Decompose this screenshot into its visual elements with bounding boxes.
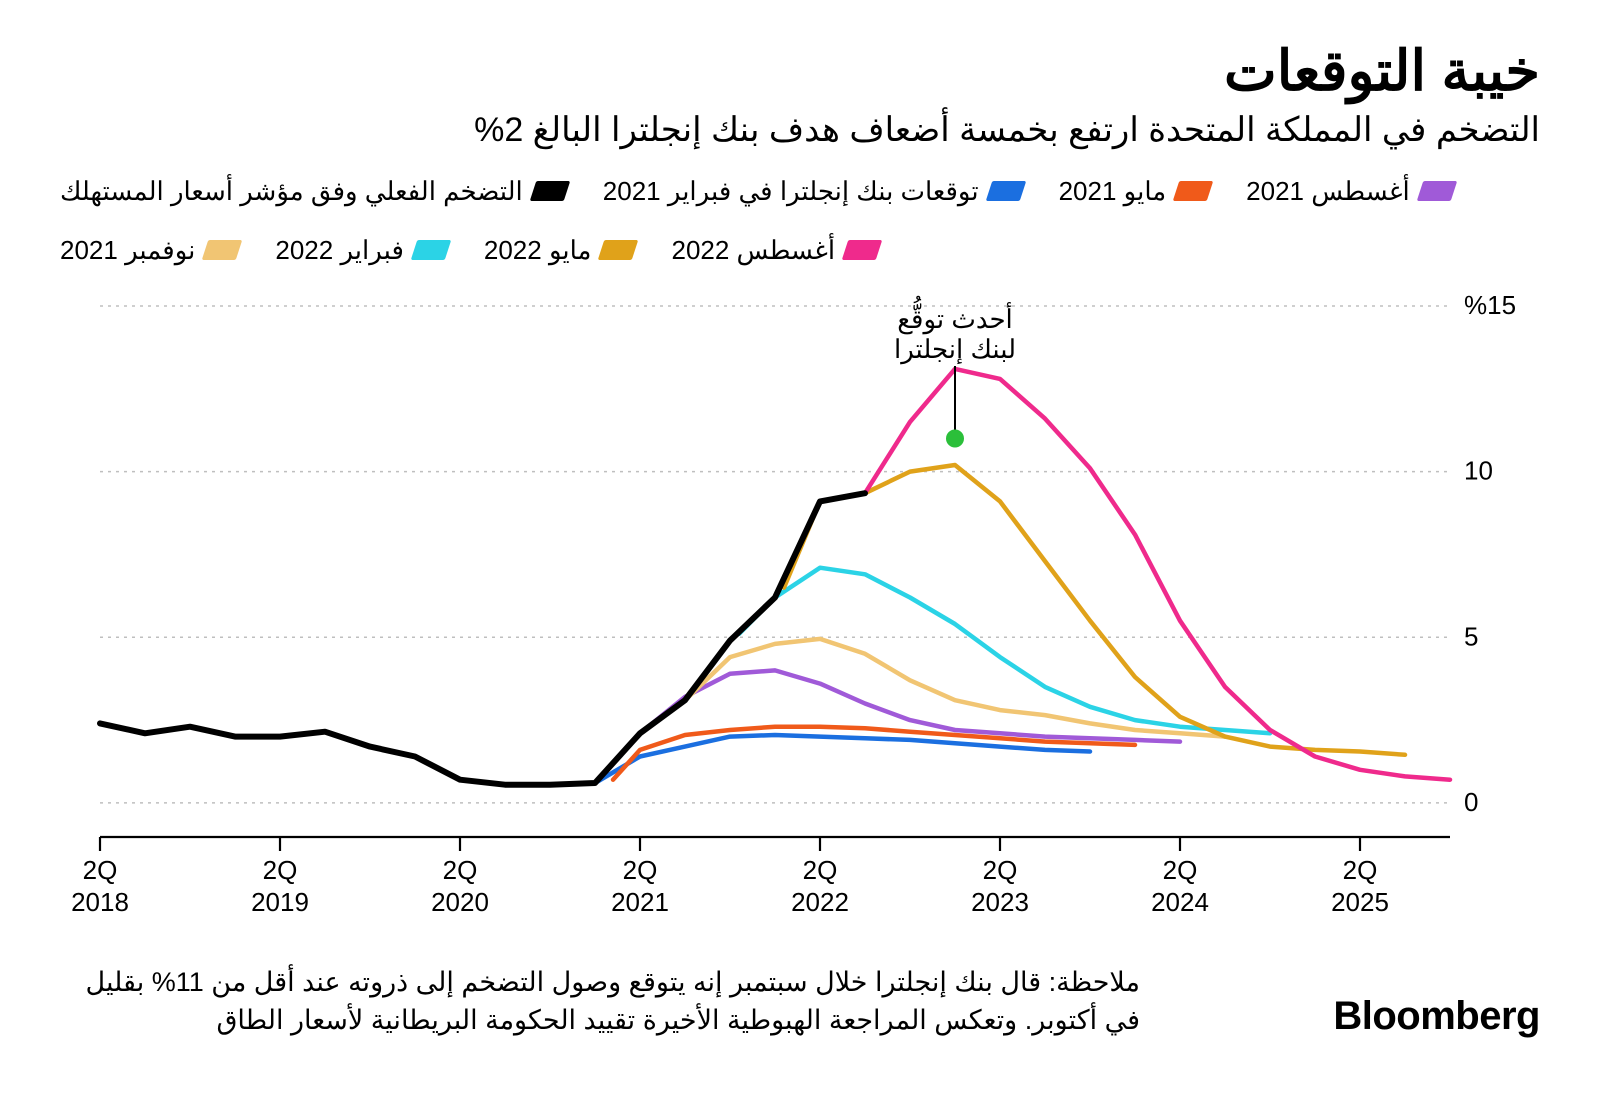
legend-item-nov21: نوفمبر 2021 <box>60 235 239 266</box>
legend-item-feb22: فبراير 2022 <box>275 235 448 266</box>
x-tick-label-year: 2021 <box>611 887 669 917</box>
x-tick-label-year: 2023 <box>971 887 1029 917</box>
legend-swatch <box>598 240 638 260</box>
x-tick-label: 2Q <box>983 855 1018 885</box>
legend-label: فبراير 2022 <box>275 235 404 266</box>
legend-swatch <box>842 240 882 260</box>
legend-item-aug22: أغسطس 2022 <box>671 235 879 266</box>
x-tick-label-year: 2018 <box>71 887 129 917</box>
legend-swatch <box>1416 181 1456 201</box>
series-actual <box>100 493 865 785</box>
legend-swatch <box>530 181 570 201</box>
legend-item-feb21: توقعات بنك إنجلترا في فبراير 2021 <box>603 176 1023 207</box>
x-tick-label: 2Q <box>1343 855 1378 885</box>
x-tick-label-year: 2022 <box>791 887 849 917</box>
series-may21 <box>613 726 1135 779</box>
x-tick-label: 2Q <box>803 855 838 885</box>
annotation-text: لبنك إنجلترا <box>894 334 1016 365</box>
legend-swatch <box>1173 181 1213 201</box>
legend-label: نوفمبر 2021 <box>60 235 195 266</box>
annotation-dot <box>946 429 964 447</box>
chart-subtitle: التضخم في المملكة المتحدة ارتفع بخمسة أض… <box>60 108 1540 152</box>
legend-swatch <box>411 240 451 260</box>
chart-area: 0510%152Q20182Q20192Q20202Q20212Q20222Q2… <box>60 296 1540 936</box>
legend: التضخم الفعلي وفق مؤشر أسعار المستهلك توق… <box>60 176 1540 266</box>
legend-item-actual: التضخم الفعلي وفق مؤشر أسعار المستهلك <box>60 176 567 207</box>
y-tick-label: %15 <box>1464 290 1516 320</box>
y-tick-label: 10 <box>1464 455 1493 485</box>
x-tick-label-year: 2020 <box>431 887 489 917</box>
x-tick-label: 2Q <box>263 855 298 885</box>
x-tick-label: 2Q <box>623 855 658 885</box>
x-tick-label: 2Q <box>443 855 478 885</box>
x-tick-label-year: 2024 <box>1151 887 1209 917</box>
series-may22 <box>784 465 1405 755</box>
legend-item-aug21: أغسطس 2021 <box>1246 176 1454 207</box>
chart-title: خيبة التوقعات <box>60 40 1540 102</box>
legend-label: أغسطس 2021 <box>1246 176 1410 207</box>
x-tick-label: 2Q <box>1163 855 1198 885</box>
line-chart-svg: 0510%152Q20182Q20192Q20202Q20212Q20222Q2… <box>60 296 1540 936</box>
brand-logo: Bloomberg <box>1333 994 1540 1039</box>
legend-swatch <box>202 240 242 260</box>
legend-label: توقعات بنك إنجلترا في فبراير 2021 <box>603 176 979 207</box>
legend-label: مايو 2021 <box>1059 176 1167 207</box>
y-tick-label: 0 <box>1464 787 1478 817</box>
x-tick-label: 2Q <box>83 855 118 885</box>
legend-label: التضخم الفعلي وفق مؤشر أسعار المستهلك <box>60 176 523 207</box>
chart-note: ملاحظة: قال بنك إنجلترا خلال سبتمبر إنه … <box>60 964 1140 1040</box>
annotation-text: أحدث توقُّع <box>897 295 1013 335</box>
legend-label: أغسطس 2022 <box>671 235 835 266</box>
legend-item-may22: مايو 2022 <box>484 235 636 266</box>
legend-label: مايو 2022 <box>484 235 592 266</box>
x-tick-label-year: 2019 <box>251 887 309 917</box>
x-tick-label-year: 2025 <box>1331 887 1389 917</box>
legend-item-may21: مايو 2021 <box>1059 176 1211 207</box>
y-tick-label: 5 <box>1464 621 1478 651</box>
legend-swatch <box>985 181 1025 201</box>
